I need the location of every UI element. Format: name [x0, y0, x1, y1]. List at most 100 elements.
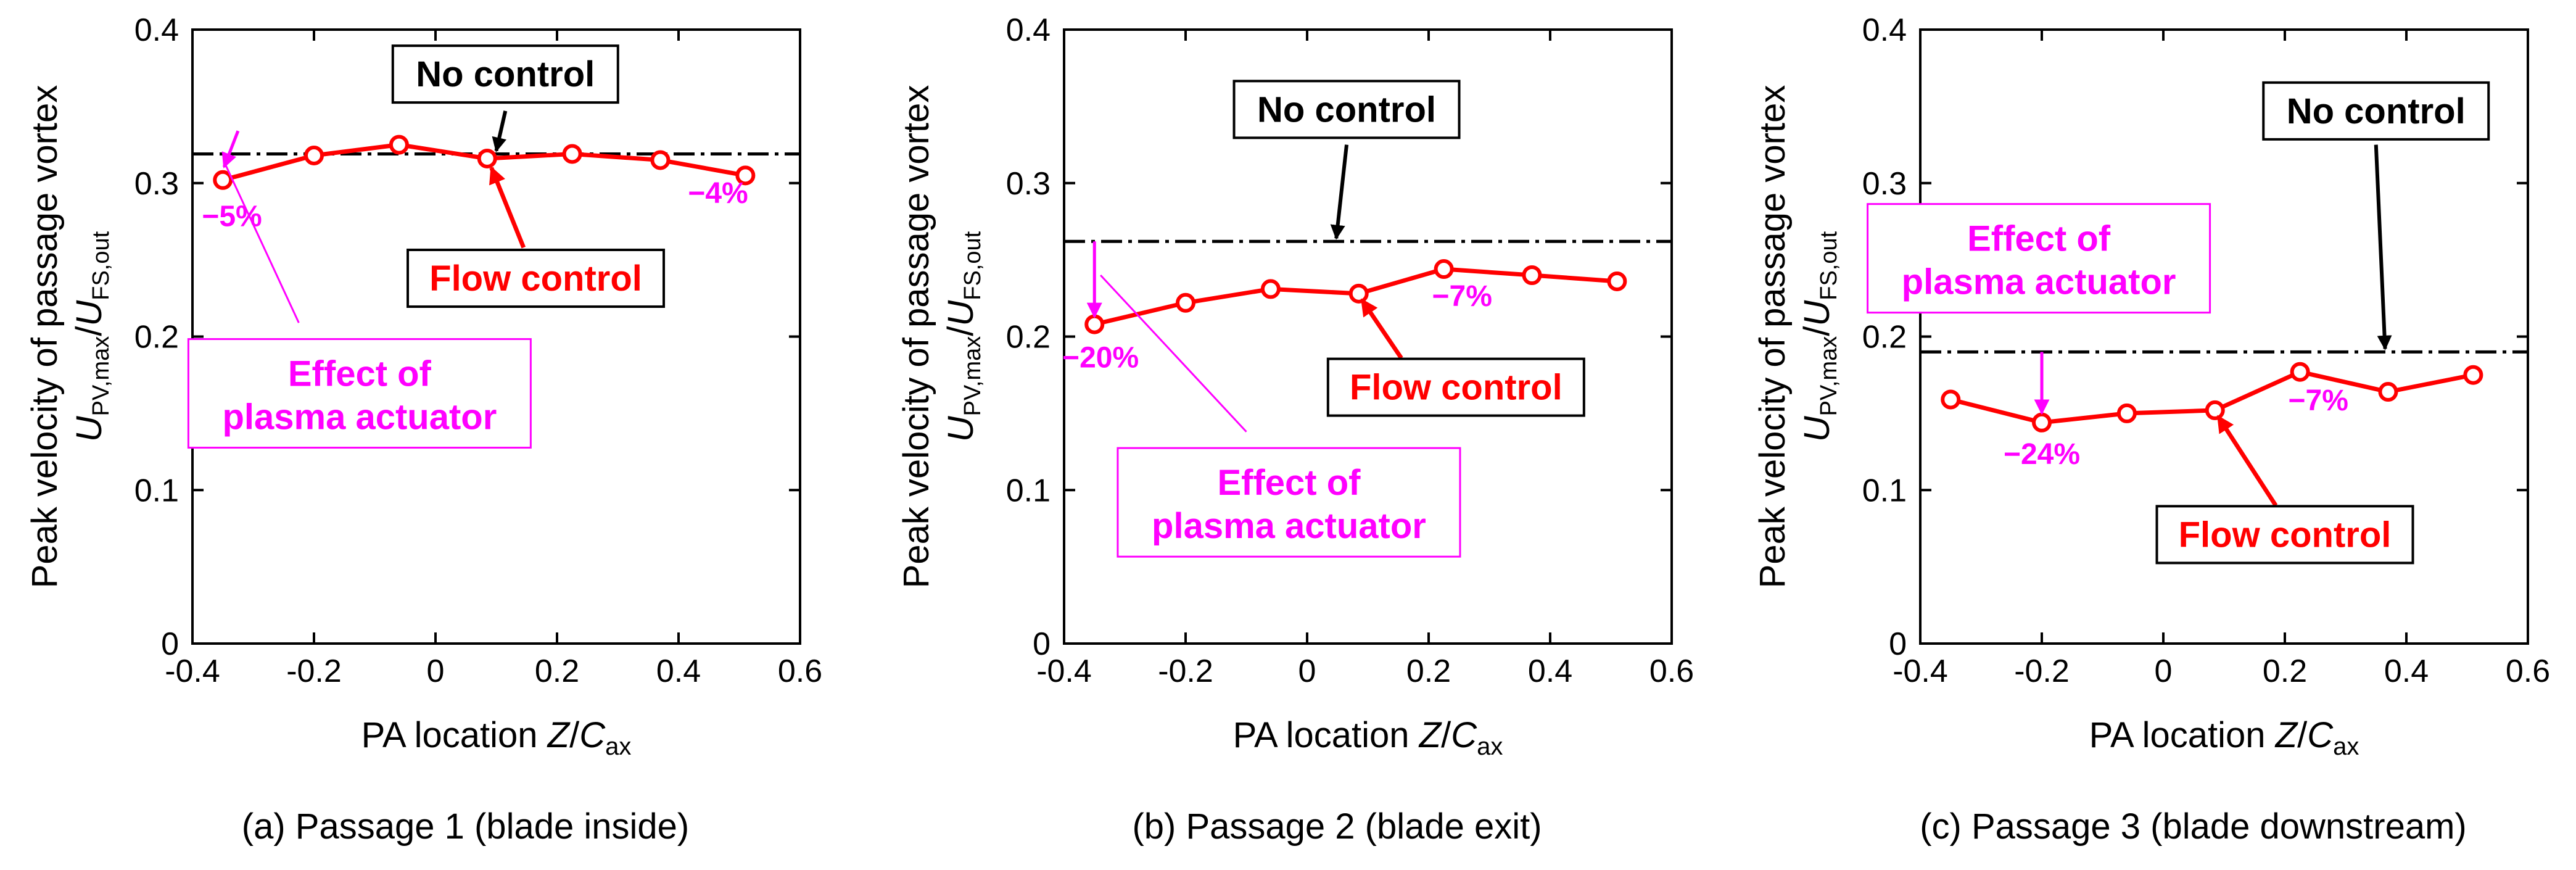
x-tick-label: 0.4 [1528, 653, 1572, 689]
y-tick-label: 0.2 [1006, 320, 1051, 355]
plot-frame [191, 28, 801, 645]
data-point [1434, 259, 1454, 280]
no-control-arrow [492, 110, 508, 152]
y-tick-label: 0.1 [1006, 473, 1051, 508]
data-point [1084, 314, 1105, 334]
percent-annotation: −20% [1062, 341, 1139, 374]
y-axis-title: Peak velocity of passage vortex UPV,max/U… [896, 85, 986, 589]
effect-label-line2: plasma actuator [1152, 506, 1426, 546]
chart-panel-2: -0.4 -0.2 0 0.2 0.4 0.6 0 0.1 0.2 0.3 0.4 No contro… [896, 12, 1694, 847]
data-point [304, 145, 324, 165]
effect-label-line1: Effect of [1217, 463, 1361, 503]
y-axis-title-line2: UPV,max/UFS,out [1797, 231, 1842, 442]
flow-control-label: Flow control [2179, 515, 2392, 555]
panel-caption: (a) Passage 1 (blade inside) [242, 806, 689, 847]
x-tick-label: 0 [427, 653, 445, 689]
percent-annotation: −24% [2004, 438, 2080, 471]
chart-panel-1: -0.4 -0.2 0 0.2 0.4 0.6 0 0.1 0.2 0.3 0.4 No contro… [25, 12, 822, 847]
panel-caption: (c) Passage 3 (blade downstream) [1920, 806, 2467, 847]
y-axis-title-line1: Peak velocity of passage vortex [1752, 85, 1793, 589]
no-control-box [391, 44, 619, 104]
y-axis-title-line1: Peak velocity of passage vortex [896, 85, 936, 589]
flow-control-arrow [2216, 415, 2278, 507]
effect-box [1867, 203, 2211, 314]
x-tick-label: 0.6 [1649, 653, 1694, 689]
x-tick-label: -0.2 [2014, 653, 2070, 689]
flow-control-label: Flow control [429, 259, 642, 299]
x-tick-label: -0.4 [1893, 653, 1948, 689]
y-tick-label: 0.1 [134, 473, 179, 508]
x-tick-label: 0.6 [778, 653, 822, 689]
x-tick-label: 0.2 [535, 653, 579, 689]
y-axis-title-line2: UPV,max/UFS,out [69, 231, 114, 442]
data-point [2290, 362, 2310, 382]
y-tick-label: 0.1 [1862, 473, 1907, 508]
data-point [1941, 389, 1961, 410]
x-axis-title: PA location Z/Cax [2089, 715, 2359, 760]
y-tick-label: 0 [1033, 626, 1051, 662]
no-control-box [1232, 80, 1461, 139]
no-control-label: No control [416, 54, 595, 94]
y-tick-label: 0.3 [1862, 166, 1907, 202]
effect-label-line2: plasma actuator [222, 397, 497, 437]
data-point [1176, 292, 1195, 313]
effect-box [1117, 447, 1461, 558]
y-tick-label: 0.3 [1006, 166, 1051, 202]
data-point [2378, 382, 2398, 402]
data-point [1522, 265, 1542, 285]
data-point [2205, 400, 2225, 420]
x-tick-label: 0 [2155, 653, 2173, 689]
no-control-label: No control [2287, 91, 2466, 131]
y-axis-title: Peak velocity of passage vortex UPV,max/U… [1752, 85, 1842, 589]
no-control-label: No control [1257, 89, 1436, 130]
data-point [2032, 412, 2052, 433]
effect-box [187, 338, 532, 449]
data-point [650, 150, 671, 170]
no-control-arrow [2374, 144, 2392, 350]
x-tick-label: -0.2 [1158, 653, 1213, 689]
effect-label-line1: Effect of [288, 354, 432, 394]
y-tick-label: 0 [161, 626, 179, 662]
y-tick-label: 0.3 [134, 166, 179, 202]
y-tick-label: 0 [1889, 626, 1907, 662]
y-tick-label: 0.4 [1862, 12, 1907, 48]
panel-caption: (b) Passage 2 (blade exit) [1132, 806, 1542, 847]
flow-control-arrow [489, 166, 526, 249]
effect-label-line2: plasma actuator [1902, 262, 2176, 302]
flow-control-label: Flow control [1350, 368, 1563, 408]
data-point [562, 144, 582, 164]
percent-annotation: −5% [202, 200, 262, 233]
data-point [1348, 283, 1369, 304]
x-axis-title: PA location Z/Cax [361, 715, 632, 760]
no-control-box [2262, 81, 2490, 141]
data-point [735, 165, 756, 186]
x-tick-label: 0.4 [656, 653, 701, 689]
data-point [2116, 403, 2137, 423]
data-point [2463, 365, 2483, 385]
effect-label-line1: Effect of [1967, 219, 2111, 259]
x-tick-label: 0.2 [1406, 653, 1451, 689]
x-tick-label: 0.2 [2263, 653, 2307, 689]
percent-annotation: −7% [1432, 280, 1492, 313]
y-axis-title-line1: Peak velocity of passage vortex [25, 85, 65, 589]
flow-control-arrow [1360, 298, 1403, 360]
chart-panel-3: -0.4 -0.2 0 0.2 0.4 0.6 0 0.1 0.2 0.3 0.4 No contro… [1752, 12, 2550, 847]
x-tick-label: -0.4 [1036, 653, 1092, 689]
percent-annotation: −4% [688, 177, 748, 210]
effect-leader-line [223, 161, 300, 323]
x-tick-label: 0.4 [2384, 653, 2429, 689]
data-point [389, 135, 409, 155]
y-tick-label: 0.4 [134, 12, 179, 48]
effect-leader-line [1100, 274, 1247, 433]
y-tick-label: 0.4 [1006, 12, 1051, 48]
data-point [477, 148, 497, 168]
effect-arrow [221, 130, 240, 168]
x-tick-label: 0.6 [2506, 653, 2550, 689]
x-axis-title: PA location Z/Cax [1233, 715, 1503, 760]
y-tick-label: 0.2 [134, 320, 179, 355]
x-tick-label: 0 [1298, 653, 1316, 689]
data-point [213, 170, 233, 190]
flow-control-box [2155, 505, 2414, 565]
x-tick-label: -0.4 [165, 653, 220, 689]
